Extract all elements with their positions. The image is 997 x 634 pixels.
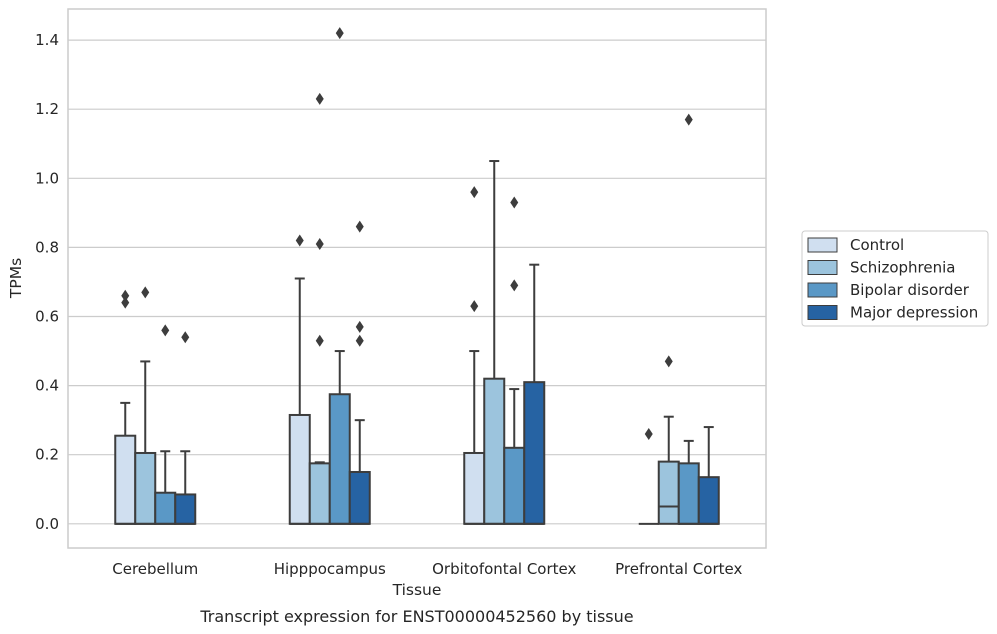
box: [348, 470, 371, 525]
box-group: [677, 113, 700, 525]
y-tick-label: 0.6: [35, 308, 59, 326]
y-tick-label: 1.2: [35, 100, 59, 118]
outlier-point: [355, 334, 364, 347]
legend-swatch: [807, 282, 838, 298]
box-group: [154, 324, 177, 525]
box-group: [523, 263, 546, 525]
x-tick-labels: Cerebellum Hipppocampus Orbitofontal Corte…: [112, 560, 742, 578]
box: [503, 446, 526, 525]
legend-frame: [801, 230, 989, 327]
y-axis-title: TPMs: [7, 258, 25, 299]
legend-swatch: [807, 237, 838, 253]
box: [657, 460, 680, 525]
x-axis-title: Tissue: [392, 581, 442, 599]
boxes: [114, 27, 720, 525]
outlier-point: [355, 320, 364, 333]
legend-swatch: [807, 305, 838, 320]
box-group: [308, 92, 331, 525]
outlier-point: [470, 186, 479, 199]
box: [483, 377, 506, 525]
outlier-point: [470, 300, 479, 313]
outlier-point: [355, 220, 364, 233]
box-group: [348, 220, 371, 525]
box: [308, 462, 331, 525]
y-tick-label: 1.4: [35, 31, 59, 49]
box-group: [638, 427, 659, 525]
y-tick-label: 0.2: [35, 446, 59, 464]
box: [328, 393, 351, 525]
box-group: [114, 289, 137, 525]
x-tick-label: Prefrontal Cortex: [615, 560, 742, 578]
y-tick-label: 1.0: [35, 169, 59, 187]
box-group: [134, 286, 157, 525]
box: [677, 462, 700, 525]
box: [174, 493, 197, 525]
outlier-point: [315, 237, 324, 250]
legend-swatch: [807, 260, 838, 275]
outlier-point: [161, 324, 170, 337]
y-tick-label: 0.0: [35, 515, 59, 533]
y-tick-label: 0.8: [35, 238, 59, 256]
outlier-point: [141, 286, 150, 299]
outlier-point: [121, 296, 130, 309]
box: [154, 491, 177, 525]
box: [463, 451, 486, 525]
outlier-point: [315, 334, 324, 347]
box-group: [697, 426, 720, 525]
x-tick-label: Hipppocampus: [274, 560, 386, 578]
legend-label: Control: [850, 236, 904, 254]
box-group: [328, 27, 351, 525]
box: [288, 413, 311, 525]
outlier-point: [684, 113, 693, 126]
outlier-point: [664, 355, 673, 368]
outlier-point: [644, 427, 653, 440]
outlier-point: [295, 234, 304, 247]
x-tick-label: Orbitofontal Cortex: [432, 560, 576, 578]
chart-caption: Transcript expression for ENST0000045256…: [199, 607, 633, 626]
outlier-point: [315, 92, 324, 105]
plot-frame: [67, 8, 767, 549]
box-group: [483, 160, 506, 525]
outlier-point: [335, 27, 344, 40]
box: [697, 476, 720, 525]
outlier-point: [510, 279, 519, 292]
outlier-point: [181, 331, 190, 344]
y-tick-label: 0.4: [35, 377, 59, 395]
box-group: [174, 331, 197, 525]
box: [134, 451, 157, 525]
box: [523, 381, 546, 525]
legend-label: Major depression: [850, 304, 978, 322]
legend-label: Schizophrenia: [850, 259, 955, 277]
x-tick-label: Cerebellum: [112, 560, 198, 578]
box: [114, 434, 137, 525]
legend: Control Schizophrenia Bipolar disorder Majo…: [801, 230, 989, 327]
legend-label: Bipolar disorder: [850, 281, 970, 299]
outlier-point: [510, 196, 519, 209]
y-tick-labels: 0.0 0.2 0.4 0.6 0.8 1.0 1.2 1.4: [35, 31, 59, 533]
outlier-point: [121, 289, 130, 302]
